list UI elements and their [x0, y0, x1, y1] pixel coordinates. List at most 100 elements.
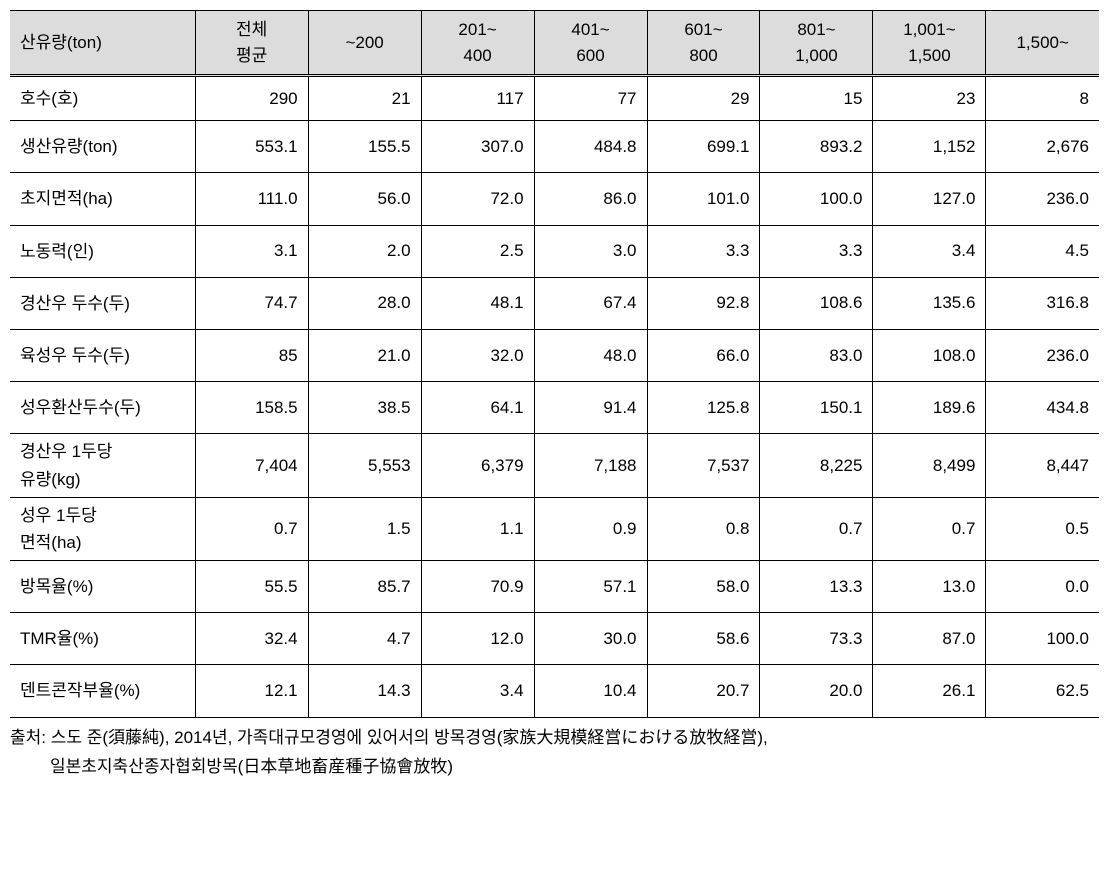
- data-cell: 236.0: [986, 173, 1099, 225]
- data-cell: 85.7: [308, 561, 421, 613]
- table-source: 출처: 스도 준(須藤純), 2014년, 가족대규모경영에 있어서의 방목경영…: [10, 718, 1099, 782]
- table-row: 성우환산두수(두)158.538.564.191.4125.8150.1189.…: [10, 382, 1099, 434]
- data-cell: 20.0: [760, 665, 873, 717]
- column-header-8: 1,500~: [986, 11, 1099, 76]
- data-cell: 135.6: [873, 277, 986, 329]
- row-label: 노동력(인): [10, 225, 195, 277]
- data-cell: 21: [308, 76, 421, 121]
- data-cell: 10.4: [534, 665, 647, 717]
- data-cell: 20.7: [647, 665, 760, 717]
- data-cell: 1.1: [421, 497, 534, 560]
- data-cell: 30.0: [534, 613, 647, 665]
- data-cell: 32.4: [195, 613, 308, 665]
- data-cell: 117: [421, 76, 534, 121]
- data-cell: 3.4: [421, 665, 534, 717]
- row-label: 육성우 두수(두): [10, 329, 195, 381]
- data-cell: 14.3: [308, 665, 421, 717]
- data-cell: 7,537: [647, 434, 760, 497]
- data-cell: 434.8: [986, 382, 1099, 434]
- data-cell: 66.0: [647, 329, 760, 381]
- data-cell: 77: [534, 76, 647, 121]
- table-row: 초지면적(ha)111.056.072.086.0101.0100.0127.0…: [10, 173, 1099, 225]
- column-header-5: 601~800: [647, 11, 760, 76]
- data-cell: 2.5: [421, 225, 534, 277]
- table-row: 경산우 두수(두)74.728.048.167.492.8108.6135.63…: [10, 277, 1099, 329]
- row-label: 방목율(%): [10, 561, 195, 613]
- data-cell: 8,447: [986, 434, 1099, 497]
- table-row: 노동력(인)3.12.02.53.03.33.33.44.5: [10, 225, 1099, 277]
- data-cell: 72.0: [421, 173, 534, 225]
- data-cell: 0.0: [986, 561, 1099, 613]
- data-table: 산유량(ton)전체평균~200201~400401~600601~800801…: [10, 10, 1099, 718]
- table-row: 성우 1두당면적(ha)0.71.51.10.90.80.70.70.5: [10, 497, 1099, 560]
- data-cell: 0.7: [760, 497, 873, 560]
- data-cell: 4.7: [308, 613, 421, 665]
- column-header-3: 201~400: [421, 11, 534, 76]
- data-cell: 67.4: [534, 277, 647, 329]
- data-cell: 21.0: [308, 329, 421, 381]
- row-label: 덴트콘작부율(%): [10, 665, 195, 717]
- table-row: 덴트콘작부율(%)12.114.33.410.420.720.026.162.5: [10, 665, 1099, 717]
- data-cell: 38.5: [308, 382, 421, 434]
- header-row: 산유량(ton)전체평균~200201~400401~600601~800801…: [10, 11, 1099, 76]
- data-cell: 316.8: [986, 277, 1099, 329]
- table-row: 호수(호)29021117772915238: [10, 76, 1099, 121]
- row-label: 생산유량(ton): [10, 121, 195, 173]
- data-cell: 23: [873, 76, 986, 121]
- data-cell: 48.0: [534, 329, 647, 381]
- data-cell: 0.9: [534, 497, 647, 560]
- data-cell: 100.0: [986, 613, 1099, 665]
- data-cell: 74.7: [195, 277, 308, 329]
- data-cell: 6,379: [421, 434, 534, 497]
- data-cell: 13.0: [873, 561, 986, 613]
- column-header-1: 전체평균: [195, 11, 308, 76]
- data-cell: 307.0: [421, 121, 534, 173]
- table-body: 호수(호)29021117772915238생산유량(ton)553.1155.…: [10, 76, 1099, 718]
- data-cell: 290: [195, 76, 308, 121]
- data-cell: 125.8: [647, 382, 760, 434]
- data-cell: 484.8: [534, 121, 647, 173]
- data-cell: 73.3: [760, 613, 873, 665]
- data-cell: 26.1: [873, 665, 986, 717]
- data-cell: 0.7: [873, 497, 986, 560]
- source-line-1: 출처: 스도 준(須藤純), 2014년, 가족대규모경영에 있어서의 방목경영…: [10, 724, 1099, 753]
- data-cell: 15: [760, 76, 873, 121]
- data-cell: 85: [195, 329, 308, 381]
- data-cell: 4.5: [986, 225, 1099, 277]
- data-cell: 189.6: [873, 382, 986, 434]
- column-header-2: ~200: [308, 11, 421, 76]
- row-label: 경산우 1두당유량(kg): [10, 434, 195, 497]
- data-cell: 64.1: [421, 382, 534, 434]
- column-header-4: 401~600: [534, 11, 647, 76]
- data-cell: 62.5: [986, 665, 1099, 717]
- table-header: 산유량(ton)전체평균~200201~400401~600601~800801…: [10, 11, 1099, 76]
- data-cell: 55.5: [195, 561, 308, 613]
- data-cell: 86.0: [534, 173, 647, 225]
- data-cell: 58.6: [647, 613, 760, 665]
- row-label: TMR율(%): [10, 613, 195, 665]
- data-cell: 28.0: [308, 277, 421, 329]
- data-cell: 7,188: [534, 434, 647, 497]
- data-cell: 8,499: [873, 434, 986, 497]
- data-cell: 0.7: [195, 497, 308, 560]
- row-label: 초지면적(ha): [10, 173, 195, 225]
- source-line-2: 일본초지축산종자협회방목(日本草地畜産種子協會放牧): [10, 753, 1099, 782]
- table-row: 육성우 두수(두)8521.032.048.066.083.0108.0236.…: [10, 329, 1099, 381]
- data-cell: 87.0: [873, 613, 986, 665]
- data-cell: 91.4: [534, 382, 647, 434]
- data-cell: 553.1: [195, 121, 308, 173]
- data-cell: 3.3: [647, 225, 760, 277]
- data-cell: 29: [647, 76, 760, 121]
- row-label: 성우환산두수(두): [10, 382, 195, 434]
- data-cell: 8,225: [760, 434, 873, 497]
- data-cell: 236.0: [986, 329, 1099, 381]
- data-cell: 127.0: [873, 173, 986, 225]
- column-header-0: 산유량(ton): [10, 11, 195, 76]
- column-header-7: 1,001~1,500: [873, 11, 986, 76]
- data-cell: 3.3: [760, 225, 873, 277]
- row-label: 경산우 두수(두): [10, 277, 195, 329]
- data-cell: 0.5: [986, 497, 1099, 560]
- data-cell: 13.3: [760, 561, 873, 613]
- table-row: 생산유량(ton)553.1155.5307.0484.8699.1893.21…: [10, 121, 1099, 173]
- data-cell: 150.1: [760, 382, 873, 434]
